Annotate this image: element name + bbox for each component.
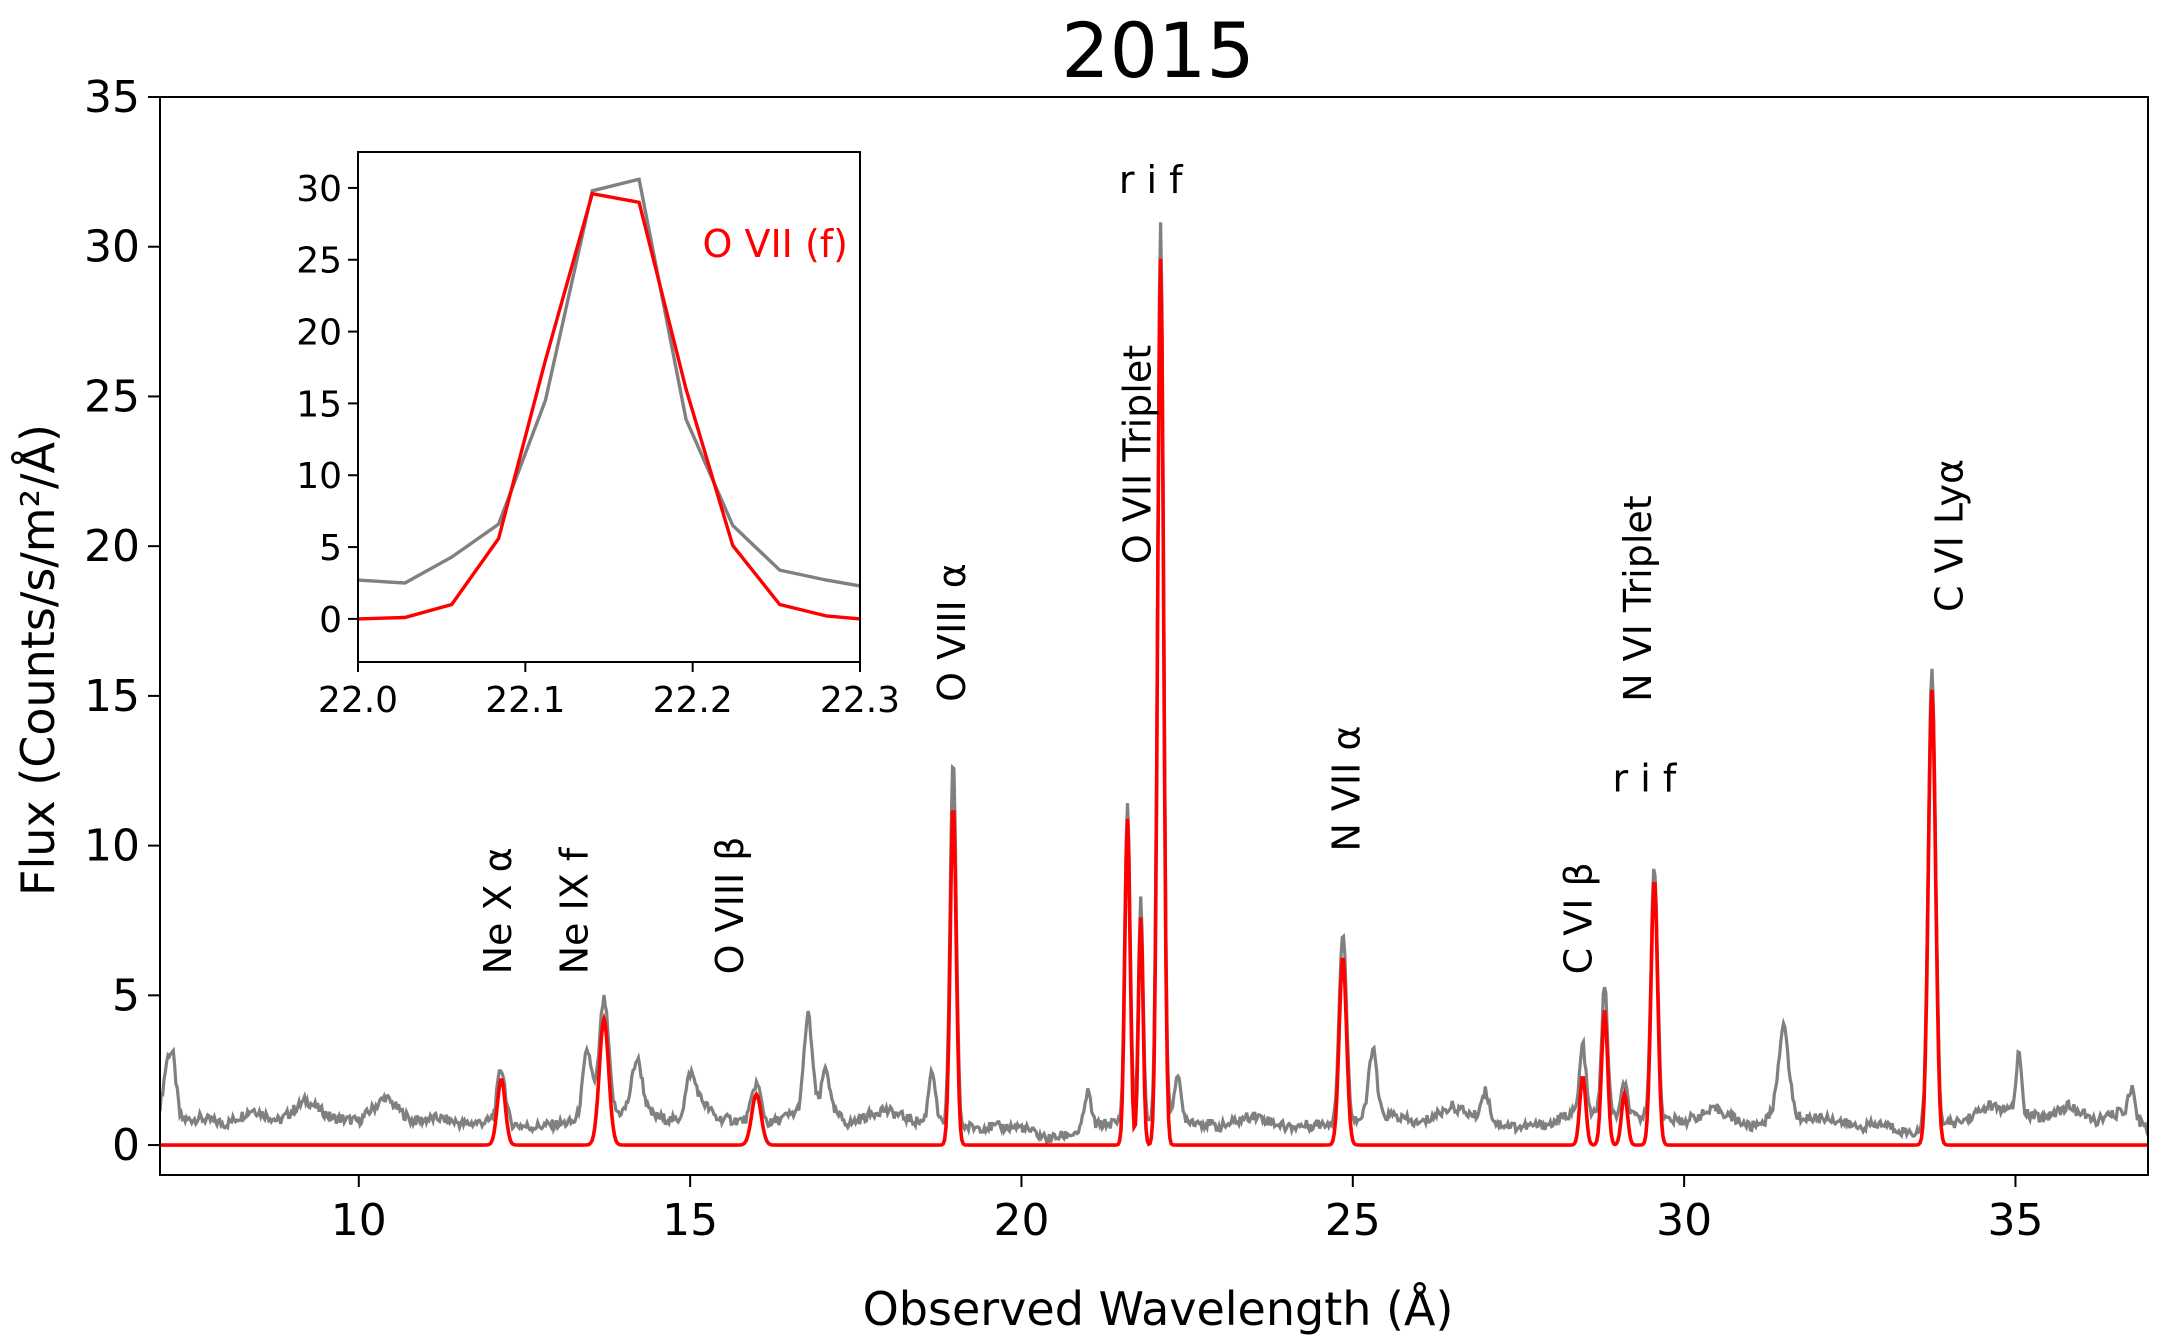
annotation-c-vi-lya: C VI Lyα: [1927, 459, 1971, 612]
model-fit-line: [160, 258, 2148, 1147]
y-tick-label: 10: [84, 821, 140, 872]
main-y-axis: 0 5 10 15 20 25 30 35: [84, 72, 160, 1171]
inset-y-tick-label: 25: [296, 241, 342, 282]
y-tick-label: 20: [84, 521, 140, 572]
main-plot-frame: [159, 96, 2149, 1176]
y-tick-label: 5: [112, 970, 140, 1021]
inset-plot-area: 22.0 22.1 22.2 22.3 0 5 10 15 20 25 30 O VII (f): [296, 151, 900, 721]
inset-y-tick-label: 5: [319, 528, 342, 569]
main-series-lines: [160, 222, 2148, 1147]
y-axis-label: Flux (Counts/s/m²/Å): [11, 424, 65, 896]
inset-x-axis: 22.0 22.1 22.2 22.3: [318, 662, 900, 721]
inset-y-tick-label: 30: [296, 169, 342, 210]
main-plot-area: Ne X α Ne IX f O VIII β O VIII α O VII Tripl…: [84, 72, 2149, 1246]
x-axis-label: Observed Wavelength (Å): [863, 1282, 1454, 1336]
annotation-ne-x-alpha: Ne X α: [476, 847, 520, 974]
inset-x-tick-label: 22.0: [318, 680, 398, 721]
inset-y-axis: 0 5 10 15 20 25 30: [296, 169, 358, 641]
annotation-n-vi-triplet: N VI Triplet: [1616, 495, 1660, 702]
annotation-n-vi-rif: r i f: [1613, 757, 1678, 801]
inset-x-tick-label: 22.1: [485, 680, 565, 721]
y-tick-label: 0: [112, 1120, 140, 1171]
y-tick-label: 30: [84, 222, 140, 273]
inset-background: [358, 152, 860, 662]
x-tick-label: 35: [1987, 1195, 2043, 1246]
annotation-c-vi-beta: C VI β: [1556, 862, 1600, 974]
x-tick-label: 15: [662, 1195, 718, 1246]
x-tick-label: 25: [1325, 1195, 1381, 1246]
chart-title: 2015: [1061, 6, 1254, 95]
inset-series-lines: [357, 177, 861, 621]
line-annotations: Ne X α Ne IX f O VIII β O VIII α O VII Tripl…: [476, 158, 1971, 975]
inset-legend-label: O VII (f): [702, 222, 848, 266]
y-tick-label: 35: [84, 72, 140, 123]
inset-y-tick-label: 15: [296, 384, 342, 425]
inset-model-fit-line: [357, 191, 861, 621]
annotation-o-vii-triplet: O VII Triplet: [1116, 345, 1160, 564]
inset-x-tick-label: 22.3: [820, 680, 900, 721]
x-tick-label: 30: [1656, 1195, 1712, 1246]
inset-y-tick-label: 0: [319, 600, 342, 641]
y-tick-label: 15: [84, 671, 140, 722]
x-tick-label: 10: [331, 1195, 387, 1246]
main-x-axis: 10 15 20 25 30 35: [331, 1175, 2043, 1246]
annotation-ne-ix-f: Ne IX f: [552, 846, 596, 974]
y-tick-label: 25: [84, 371, 140, 422]
inset-x-tick-label: 22.2: [653, 680, 733, 721]
annotation-o-viii-alpha: O VIII α: [930, 563, 974, 702]
annotation-o-viii-beta: O VIII β: [708, 836, 752, 974]
inset-observed-line: [357, 177, 861, 588]
inset-y-tick-label: 20: [296, 313, 342, 354]
inset-plot-frame: [357, 151, 861, 663]
inset-y-tick-label: 10: [296, 456, 342, 497]
annotation-o-vii-rif: r i f: [1119, 158, 1184, 202]
x-tick-label: 20: [993, 1195, 1049, 1246]
annotation-n-vii-alpha: N VII α: [1324, 726, 1368, 852]
